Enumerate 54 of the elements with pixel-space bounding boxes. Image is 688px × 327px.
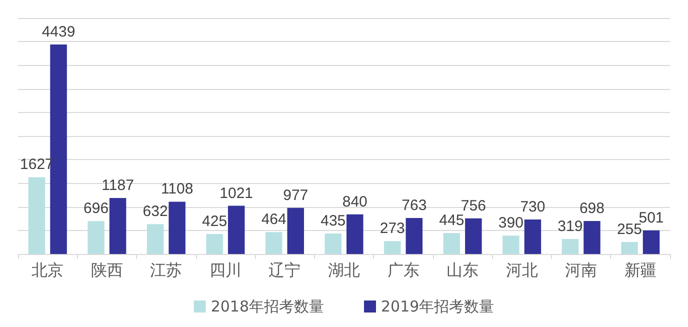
- data-label: 632: [142, 203, 168, 220]
- x-tick-label: 四川: [209, 260, 242, 280]
- bar: [228, 206, 245, 254]
- data-label: 425: [202, 212, 228, 230]
- x-tick-label: 陕西: [90, 260, 123, 280]
- x-tick-label: 湖北: [328, 260, 360, 280]
- bar: [28, 177, 46, 254]
- data-label: 319: [558, 218, 583, 235]
- bar: [584, 221, 600, 254]
- data-label: 464: [261, 211, 286, 228]
- bar: [146, 224, 164, 254]
- bar: [206, 234, 223, 254]
- legend-label: 2019年招考数量: [381, 298, 494, 316]
- data-label: 698: [579, 200, 604, 218]
- bar: [642, 230, 660, 254]
- bar: [524, 220, 542, 254]
- bar: [621, 242, 638, 254]
- x-tick-label: 河北: [506, 260, 538, 280]
- data-label: 1187: [102, 176, 134, 194]
- data-label: 1108: [160, 180, 194, 198]
- x-tick-label: 辽宁: [268, 260, 301, 280]
- data-label: 763: [402, 196, 427, 214]
- legend-label: 2018年招考数量: [210, 298, 324, 316]
- data-label: 501: [638, 209, 664, 226]
- bar: [265, 232, 282, 254]
- data-label: 977: [283, 186, 308, 204]
- x-tick-label: 河南: [565, 260, 598, 280]
- bar: [502, 236, 520, 254]
- bar: [109, 198, 126, 254]
- data-label: 4439: [42, 23, 76, 40]
- data-label: 840: [342, 193, 368, 210]
- bar: [465, 218, 482, 254]
- data-label: 435: [320, 212, 346, 230]
- bar: [324, 233, 342, 254]
- data-label: 756: [460, 197, 486, 214]
- data-label: 1021: [220, 184, 254, 202]
- bar: [443, 232, 460, 254]
- x-tick-label: 北京: [32, 260, 64, 280]
- data-label: 445: [439, 212, 464, 229]
- x-tick-label: 江苏: [150, 260, 182, 280]
- data-label: 273: [380, 220, 405, 238]
- bar: [168, 202, 186, 254]
- bar: [562, 238, 579, 254]
- bar: [384, 241, 401, 254]
- data-label: 390: [498, 214, 524, 232]
- bar: [406, 218, 423, 254]
- x-tick-label: 山东: [446, 260, 479, 280]
- bar: [88, 221, 104, 254]
- bar: [287, 208, 304, 254]
- bar: [346, 214, 364, 254]
- x-tick-label: 新疆: [624, 260, 656, 280]
- data-label: 730: [520, 198, 546, 216]
- data-label: 696: [84, 200, 109, 218]
- x-tick-label: 广东: [387, 260, 420, 280]
